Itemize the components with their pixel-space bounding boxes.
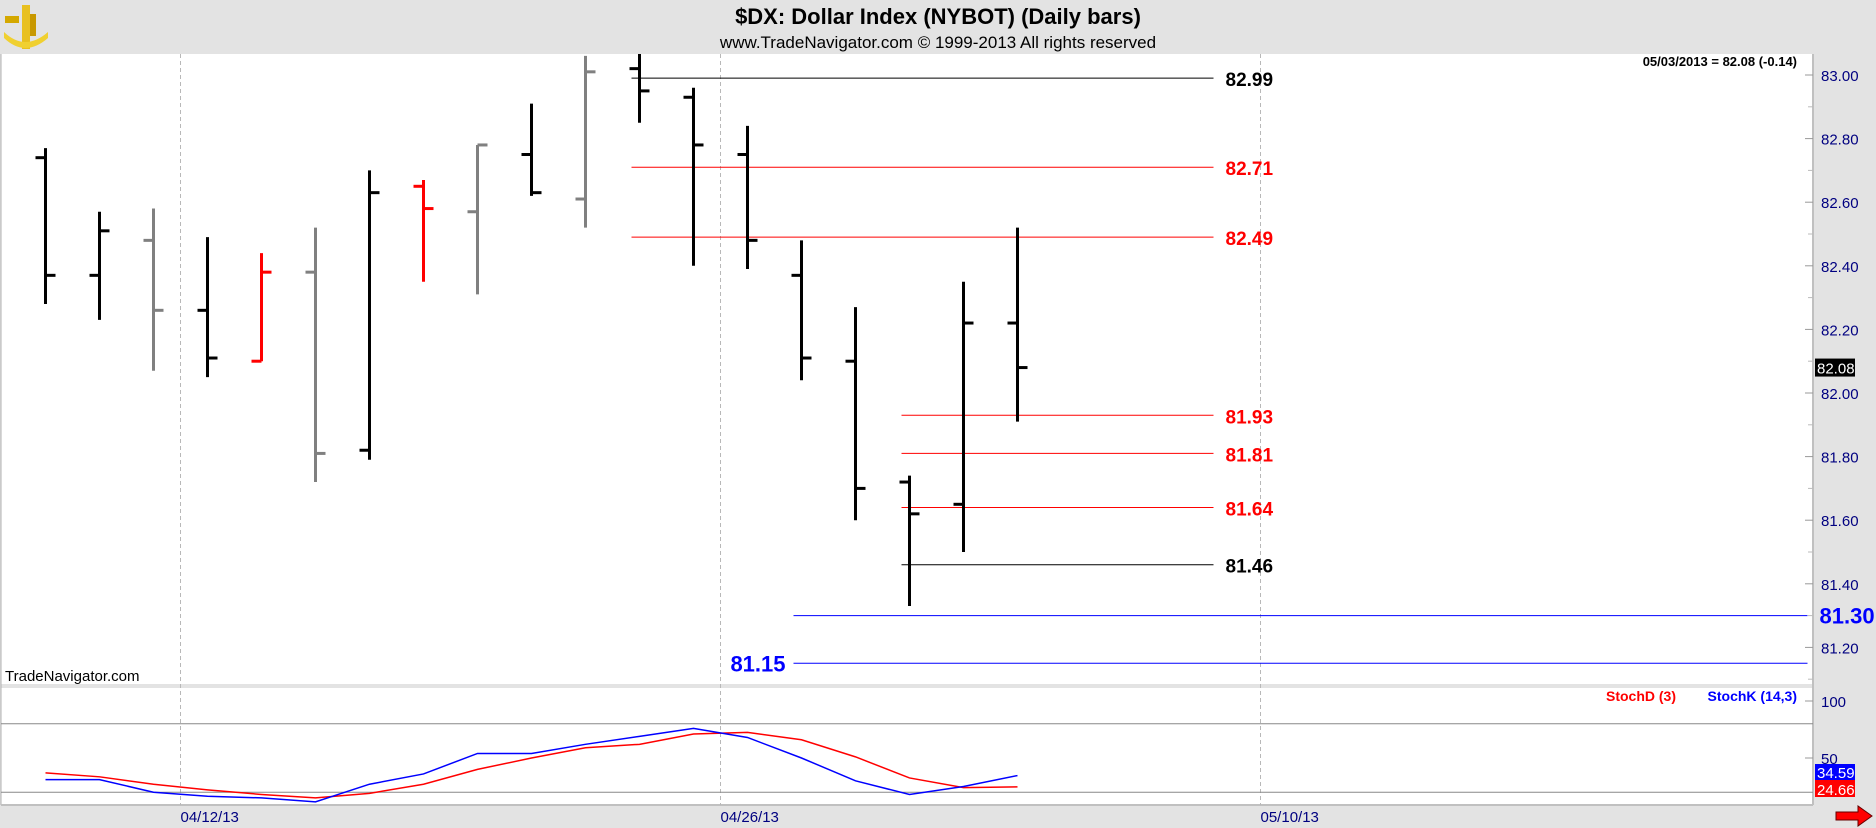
ohlc-bar <box>89 211 110 320</box>
price-tick-label: 82.60 <box>1821 195 1859 212</box>
ohlc-bar <box>899 475 920 607</box>
stochd-value-badge <box>1815 780 1855 797</box>
ohlc-bar <box>467 143 488 295</box>
ohlc-bar <box>629 54 650 123</box>
price-tick-label: 82.80 <box>1821 132 1859 149</box>
red-arrow-right-icon[interactable] <box>1835 805 1873 827</box>
stoch-tick-label: 100 <box>1821 694 1846 711</box>
price-tick-label: 82.00 <box>1821 386 1859 403</box>
price-tick-label: 82.20 <box>1821 322 1859 339</box>
level-label: 81.93 <box>1226 407 1274 428</box>
ohlc-bar <box>305 227 326 483</box>
stoch-line-k <box>45 727 1018 803</box>
price-tick-label: 83.00 <box>1821 68 1859 85</box>
ohlc-bar <box>251 253 272 363</box>
ohlc-bar <box>35 148 56 304</box>
stochk-value-label: 34.59 <box>1817 765 1855 782</box>
stochk-value-badge <box>1815 764 1855 780</box>
date-tick-label: 05/10/13 <box>1261 809 1319 826</box>
level-label: 81.30 <box>1820 604 1875 629</box>
price-tick-label: 81.60 <box>1821 513 1859 530</box>
level-label: 81.64 <box>1226 499 1274 520</box>
level-label: 81.81 <box>1226 445 1274 466</box>
legend-stochd: StochD (3) <box>1606 688 1676 704</box>
chart-subtitle: www.TradeNavigator.com © 1999-2013 All r… <box>719 33 1156 52</box>
stochd-value-label: 24.66 <box>1817 782 1855 799</box>
price-tick-label: 81.80 <box>1821 450 1859 467</box>
ohlc-bar <box>143 208 164 371</box>
sextant-logo-icon <box>4 5 48 49</box>
ohlc-bar <box>413 179 434 282</box>
date-tick-label: 04/26/13 <box>721 809 779 826</box>
ohlc-bar <box>197 237 218 378</box>
ohlc-bar <box>683 87 704 266</box>
ohlc-bar <box>737 125 758 269</box>
last-price-label: 82.08 <box>1817 361 1855 378</box>
legend-stochk: StochK (14,3) <box>1708 688 1797 704</box>
ohlc-bar <box>575 55 596 228</box>
level-label: 81.15 <box>730 651 785 676</box>
header-bar <box>0 0 1876 54</box>
level-label: 81.46 <box>1226 557 1274 578</box>
ohlc-bar <box>1007 227 1028 422</box>
price-tick-label: 81.40 <box>1821 577 1859 594</box>
stoch-line-d <box>45 731 1018 799</box>
ohlc-bar <box>791 240 812 381</box>
price-tick-label: 81.20 <box>1821 640 1859 657</box>
watermark: TradeNavigator.com <box>5 668 140 685</box>
chart-title: $DX: Dollar Index (NYBOT) (Daily bars) <box>735 4 1141 29</box>
ohlc-bar <box>521 103 542 196</box>
ohlc-bar <box>359 170 380 460</box>
ohlc-bar <box>845 307 866 521</box>
level-label: 82.49 <box>1226 229 1274 250</box>
date-tick-label: 04/12/13 <box>181 809 239 826</box>
price-panel <box>1 54 1813 684</box>
last-price-badge <box>1815 358 1855 377</box>
level-label: 82.99 <box>1226 70 1274 91</box>
stoch-panel <box>1 688 1813 805</box>
price-readout: 05/03/2013 = 82.08 (-0.14) <box>1643 54 1797 69</box>
ohlc-bar <box>953 281 974 552</box>
stoch-tick-label: 50 <box>1821 751 1838 768</box>
price-tick-label: 82.40 <box>1821 259 1859 276</box>
level-label: 82.71 <box>1226 159 1274 180</box>
